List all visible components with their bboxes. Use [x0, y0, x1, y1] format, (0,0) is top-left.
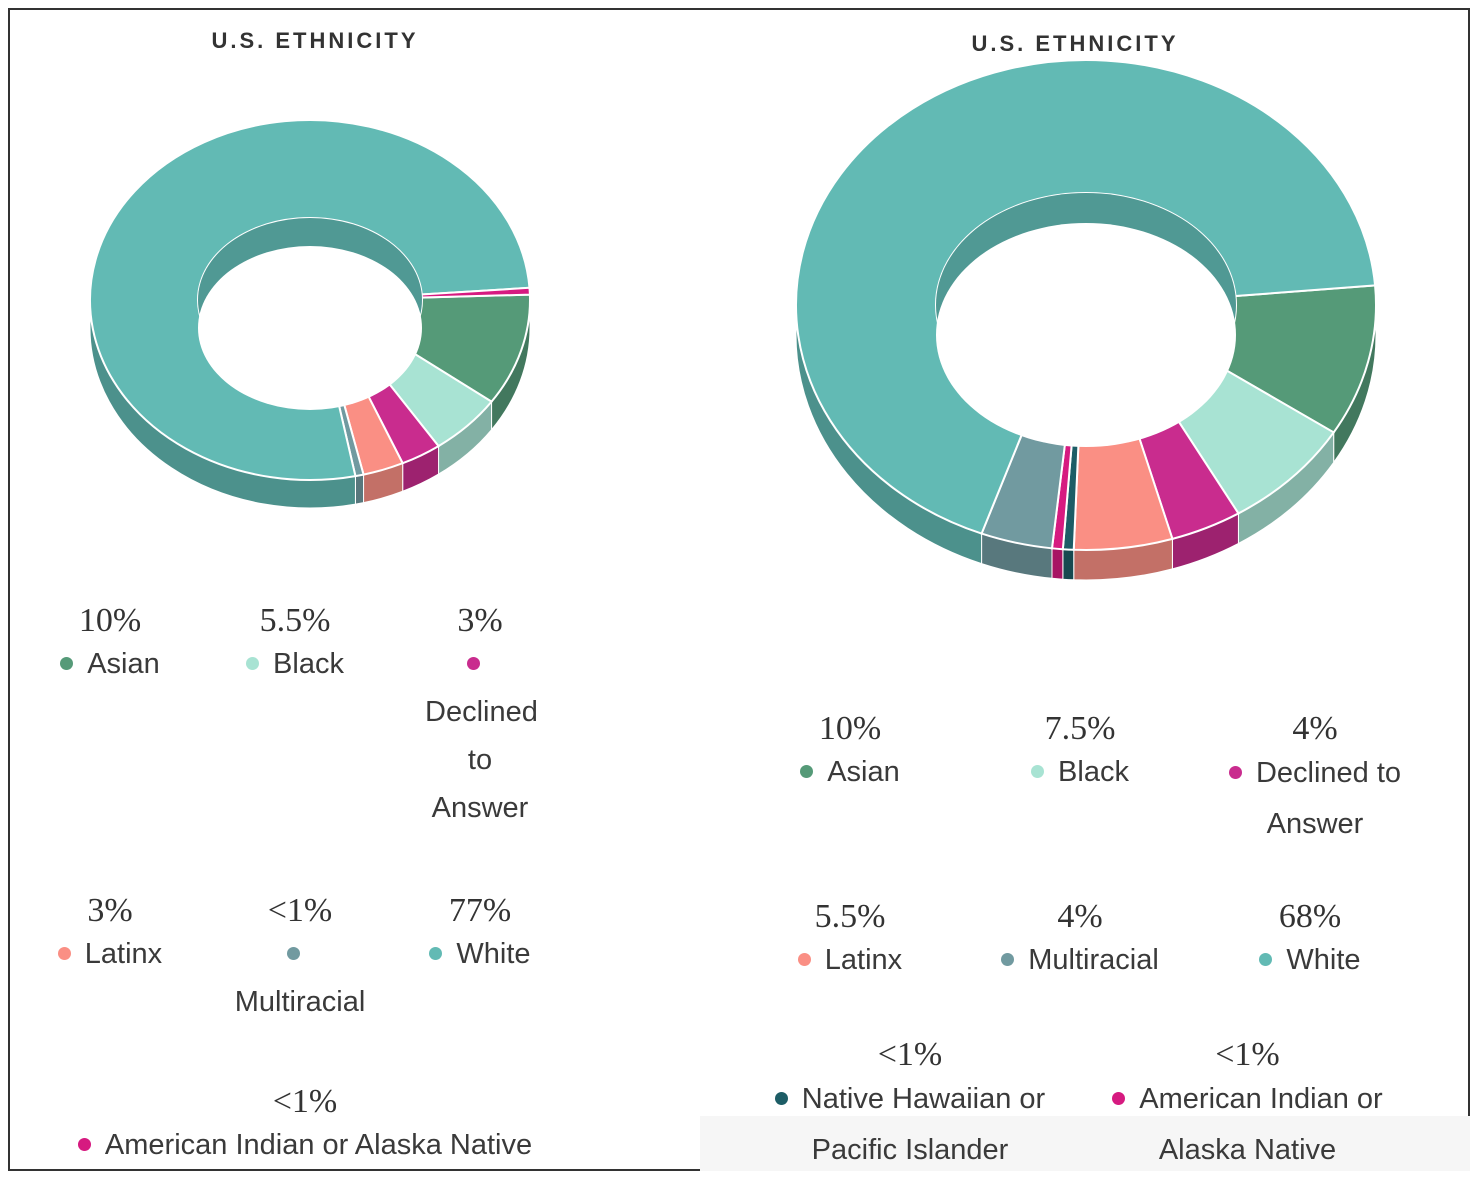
legend-item-asian: 10% Asian: [50, 602, 170, 688]
legend-value: <1%: [877, 1036, 943, 1073]
slice-side-multiracial: [354, 473, 365, 505]
legend-item-black: 7.5% Black: [1010, 710, 1150, 796]
chart-panel-right: U.S. ETHNICITY 10% Asian 7.5% Black 4% D…: [700, 10, 1470, 1171]
legend-value: <1%: [1215, 1036, 1280, 1073]
legend-label: Declined to Answer: [1255, 757, 1402, 840]
legend-value: 3%: [457, 602, 503, 639]
legend-value: 10%: [78, 602, 142, 639]
legend-item-american-indian: <1% American Indian or Alaska Native: [1100, 1036, 1395, 1176]
legend-dot-icon: [774, 1091, 788, 1105]
legend-value: 4%: [1292, 710, 1338, 747]
legend-item-asian: 10% Asian: [780, 710, 920, 796]
donut-chart-right: [795, 59, 1377, 581]
legend-item-native-hawaiian: <1% Native Hawaiian or Pacific Islander: [755, 1036, 1065, 1176]
legend-value: 4%: [1057, 898, 1103, 935]
legend-value: 10%: [818, 710, 882, 747]
legend-dot-icon: [1031, 764, 1045, 778]
legend-value: <1%: [267, 892, 333, 929]
legend-dot-icon: [1001, 952, 1015, 966]
legend-label: Declined to Answer: [425, 696, 538, 824]
legend-label: Native Hawaiian or Pacific Islander: [801, 1083, 1046, 1166]
legend-dot-icon: [60, 656, 74, 670]
legend-item-black: 5.5% Black: [235, 602, 355, 688]
slice-side-american-indian-or-alaska-native: [1051, 547, 1064, 580]
footer-band: [700, 1116, 1470, 1171]
legend-label: White: [1286, 944, 1361, 976]
legend-dot-icon: [1259, 952, 1273, 966]
legend-label: White: [456, 938, 531, 970]
legend-dot-icon: [246, 656, 260, 670]
legend-dot-icon: [77, 1137, 91, 1151]
figure-frame: U.S. ETHNICITY 10% Asian 5.5% Black 3% D…: [8, 8, 1470, 1171]
legend-label: Multiracial: [1028, 944, 1159, 976]
legend-value: 5.5%: [259, 602, 331, 639]
legend-item-american-indian: <1% American Indian or Alaska Native: [45, 1083, 565, 1169]
legend-label: Asian: [87, 648, 160, 680]
legend-dot-icon: [57, 946, 71, 960]
chart-title: U.S. ETHNICITY: [211, 28, 419, 53]
legend-dot-icon: [797, 952, 811, 966]
legend-label: American Indian or Alaska Native: [1139, 1083, 1383, 1166]
legend-item-multiracial: <1% Multiracial: [220, 892, 380, 1026]
legend-item-latinx: 3% Latinx: [50, 892, 170, 978]
legend-item-declined: 3% Declined to Answer: [415, 602, 545, 832]
legend-value: 7.5%: [1044, 710, 1116, 747]
legend-label: Asian: [827, 756, 900, 788]
donut-hole: [198, 246, 422, 410]
legend-dot-icon: [429, 946, 443, 960]
legend-label: Black: [1058, 756, 1129, 788]
legend-value: 5.5%: [814, 898, 886, 935]
legend-item-white: 68% White: [1230, 898, 1390, 984]
legend-label: Black: [273, 648, 344, 680]
legend-label: American Indian or Alaska Native: [104, 1129, 533, 1161]
legend-dot-icon: [1112, 1091, 1126, 1105]
chart-panel-left: U.S. ETHNICITY 10% Asian 5.5% Black 3% D…: [10, 10, 700, 1169]
donut-chart-left: [89, 119, 531, 509]
legend-value: 68%: [1278, 898, 1342, 935]
chart-title: U.S. ETHNICITY: [971, 31, 1179, 56]
legend-dot-icon: [1228, 765, 1242, 779]
legend-dot-icon: [286, 946, 300, 960]
legend-value: 77%: [448, 892, 512, 929]
donut-hole: [936, 223, 1236, 447]
legend-label: Latinx: [84, 938, 163, 970]
legend-item-latinx: 5.5% Latinx: [780, 898, 920, 984]
legend-dot-icon: [800, 764, 814, 778]
slice-side-native-hawaiian-or-pacific-islander: [1062, 548, 1075, 581]
legend-item-multiracial: 4% Multiracial: [980, 898, 1180, 984]
legend-value: <1%: [272, 1083, 338, 1120]
legend-dot-icon: [466, 656, 480, 670]
legend-label: Multiracial: [234, 986, 366, 1018]
legend-label: Latinx: [824, 944, 903, 976]
legend-value: 3%: [87, 892, 133, 929]
legend-item-declined: 4% Declined to Answer: [1225, 710, 1405, 850]
legend-item-white: 77% White: [415, 892, 545, 978]
